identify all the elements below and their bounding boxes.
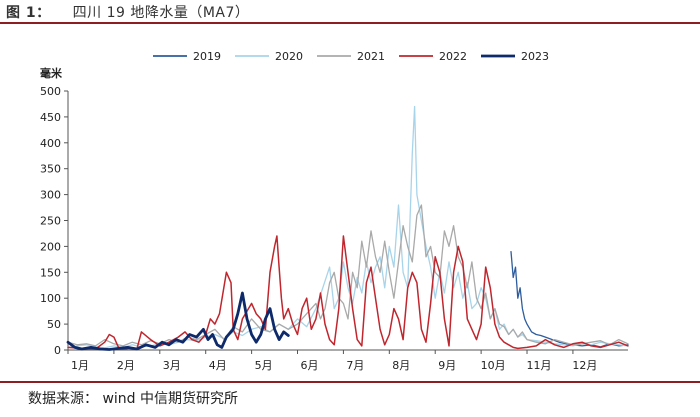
x-tick-label: 2月: [117, 359, 135, 372]
series-line-2020: [67, 105, 629, 349]
y-tick-label: 350: [40, 163, 61, 176]
legend-label-2019: 2019: [193, 50, 221, 63]
x-tick-label: 1月: [71, 359, 89, 372]
precipitation-line-chart: 2019 2020 2021 2022 2023 毫米 0 50 100 150 200 250 3…: [40, 50, 629, 372]
y-tick-label: 100: [40, 292, 61, 305]
figure-title: 图 1： 四川 19 地降水量（MA7）: [6, 2, 249, 22]
legend-label-2021: 2021: [357, 50, 385, 63]
x-tick-label: 8月: [392, 359, 410, 372]
y-tick-label: 500: [40, 85, 61, 98]
legend-label-2022: 2022: [439, 50, 467, 63]
top-divider: [0, 22, 700, 24]
x-tick-label: 4月: [209, 359, 227, 372]
chart-legend: 2019 2020 2021 2022 2023: [153, 50, 549, 63]
y-tick-label: 50: [47, 318, 61, 331]
series-line-2022: [67, 235, 629, 350]
figure-label: 图 1：: [6, 5, 51, 21]
series-line-2021: [67, 204, 629, 347]
x-tick-label: 10月: [481, 359, 506, 372]
y-tick-label: 250: [40, 215, 61, 228]
x-tick-label: 11月: [527, 359, 552, 372]
x-tick-label: 12月: [572, 359, 597, 372]
x-tick-label: 3月: [163, 359, 181, 372]
x-tick-label: 6月: [301, 359, 319, 372]
y-tick-label: 300: [40, 189, 61, 202]
figure-title-text: 四川 19 地降水量（MA7）: [72, 5, 250, 21]
chart-axes: 0 50 100 150 200 250 300 350 400 450 500 1月 2月 3月 4月 5月…: [40, 85, 628, 372]
series-line-2023: [66, 291, 290, 351]
x-tick-label: 5月: [255, 359, 273, 372]
legend-label-2023: 2023: [521, 50, 549, 63]
y-axis-label: 毫米: [40, 66, 63, 80]
source-note: 数据来源： wind 中信期货研究所: [28, 391, 238, 407]
y-tick-label: 200: [40, 240, 61, 253]
legend-label-2020: 2020: [275, 50, 303, 63]
chart-series: [66, 105, 629, 351]
x-tick-label: 7月: [346, 359, 364, 372]
series-line-2019: [510, 250, 629, 348]
y-tick-label: 150: [40, 266, 61, 279]
y-tick-label: 0: [54, 344, 61, 357]
y-tick-label: 450: [40, 111, 61, 124]
y-tick-label: 400: [40, 137, 61, 150]
x-tick-label: 9月: [438, 359, 456, 372]
bottom-divider: [0, 381, 700, 383]
